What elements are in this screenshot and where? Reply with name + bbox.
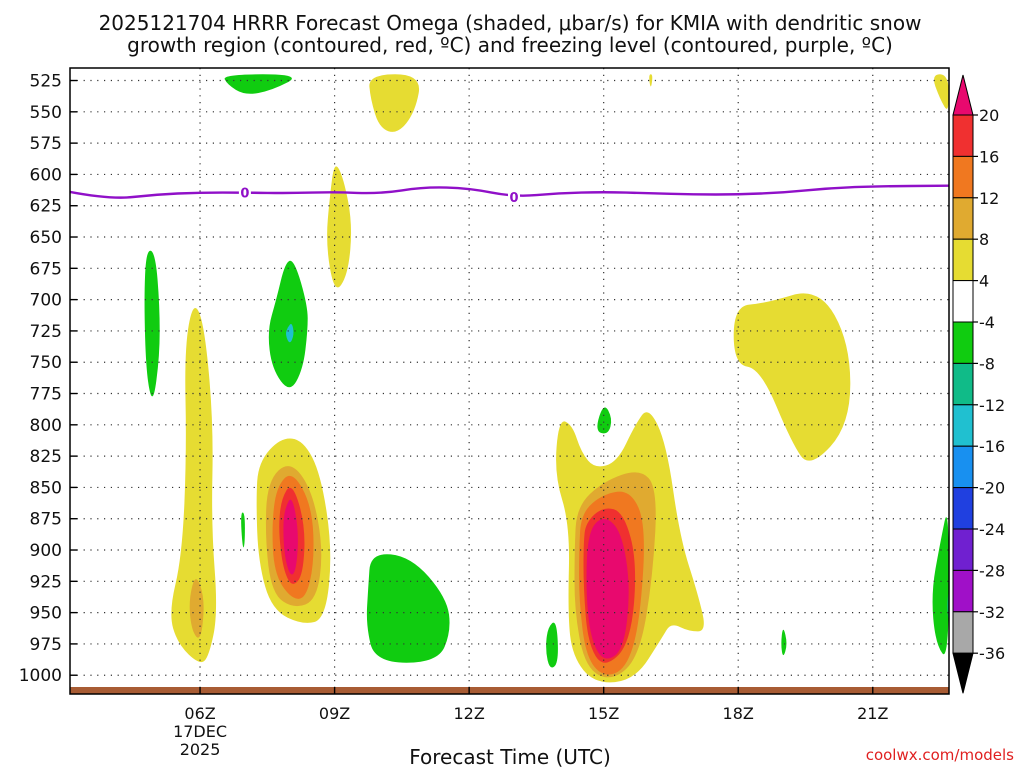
colorbar-swatch-9 xyxy=(952,445,974,489)
y-tick-label: 625 xyxy=(30,197,62,217)
y-tick-label: 725 xyxy=(30,322,62,342)
colorbar-swatch-13 xyxy=(952,611,974,654)
colorbar-label: -36 xyxy=(979,644,1005,663)
omega-pos-1600-upper xyxy=(649,74,653,87)
x-tick-label: 12Z xyxy=(453,704,484,723)
colorbar-swatch-3 xyxy=(952,197,974,240)
omega-neg-0800-core xyxy=(286,323,294,343)
y-tick-label: 850 xyxy=(30,478,62,498)
colorbar: 20 16 12 8 4 -4 -8 -12 -16 -20 -24 -28 -32 -36 xyxy=(952,74,1005,694)
y-tick-label: 825 xyxy=(30,447,62,467)
colorbar-label: -24 xyxy=(979,520,1005,539)
y-tick-label: 775 xyxy=(30,385,62,405)
chart-title-line-2: growth region (contoured, red, ºC) and f… xyxy=(127,33,893,57)
colorbar-bottom-arrow xyxy=(952,652,974,694)
x-tick-label: 18Z xyxy=(723,704,754,723)
omega-neg-1000-low xyxy=(366,554,450,663)
colorbar-label: -4 xyxy=(979,313,995,332)
colorbar-swatch-8 xyxy=(952,404,974,447)
freezing-label-bg-0 xyxy=(238,184,251,201)
freezing-level-label: 0 xyxy=(240,187,249,202)
y-axis: 525 550 575 600 625 650 675 700 725 750 775 800 825 8… xyxy=(19,72,77,686)
omega-pos-1500-core xyxy=(586,519,629,659)
freezing-level-line xyxy=(69,184,950,199)
y-tick-label: 650 xyxy=(30,228,62,248)
colorbar-label: -32 xyxy=(979,603,1005,622)
omega-pos-0600-column xyxy=(171,307,217,663)
x-tick-label: 06Z xyxy=(184,704,215,723)
colorbar-swatch-10 xyxy=(952,487,974,530)
colorbar-swatch-2 xyxy=(952,155,974,199)
omega-neg-1900-low xyxy=(781,629,787,656)
omega-neg-0500-mid xyxy=(144,250,160,397)
y-tick-label: 950 xyxy=(30,604,62,624)
y-tick-label: 525 xyxy=(30,72,62,92)
y-tick-label: 975 xyxy=(30,635,62,655)
credit-link[interactable]: coolwx.com/models xyxy=(866,746,1014,764)
plot-border xyxy=(69,67,950,695)
colorbar-top-arrow xyxy=(952,74,974,116)
colorbar-label: -20 xyxy=(979,479,1005,498)
omega-neg-1400-low xyxy=(546,622,558,668)
colorbar-label: 12 xyxy=(979,189,999,208)
plot-frame xyxy=(69,67,950,695)
ground-layer xyxy=(70,687,949,694)
omega-neg-0700-upper xyxy=(224,74,292,94)
colorbar-swatch-6 xyxy=(952,321,974,364)
omega-pos-1800-mid xyxy=(733,293,851,461)
colorbar-label: -28 xyxy=(979,561,1005,580)
colorbar-label: 8 xyxy=(979,230,989,249)
x-tick-label: 09Z xyxy=(319,704,350,723)
y-tick-label: 900 xyxy=(30,541,62,561)
omega-pos-1000-upper xyxy=(369,74,420,132)
x-tick-label: 21Z xyxy=(857,704,888,723)
y-tick-label: 925 xyxy=(30,572,62,592)
x-tick-date-label: 17DEC xyxy=(173,722,227,741)
colorbar-swatch-1 xyxy=(952,114,974,157)
colorbar-label: -12 xyxy=(979,396,1005,415)
colorbar-label: -8 xyxy=(979,354,995,373)
y-tick-label: 750 xyxy=(30,353,62,373)
omega-neg-1500-mid xyxy=(597,407,612,434)
colorbar-label: 20 xyxy=(979,106,999,125)
colorbar-swatch-4 xyxy=(952,238,974,282)
omega-neg-0700-low xyxy=(241,512,245,548)
colorbar-swatch-7 xyxy=(952,362,974,406)
colorbar-label: 16 xyxy=(979,147,999,166)
x-axis-label: Forecast Time (UTC) xyxy=(409,745,611,768)
y-tick-label: 1000 xyxy=(19,666,62,686)
omega-neg-2200-low xyxy=(932,517,949,655)
colorbar-label: 4 xyxy=(979,272,989,291)
chart-title-line-1: 2025121704 HRRR Forecast Omega (shaded, … xyxy=(99,11,922,35)
colorbar-swatch-12 xyxy=(952,569,974,613)
y-tick-label: 675 xyxy=(30,259,62,279)
x-tick-label: 15Z xyxy=(588,704,619,723)
ground-strip xyxy=(70,687,949,694)
y-tick-label: 875 xyxy=(30,510,62,530)
omega-neg-0800-mid xyxy=(268,260,308,388)
y-tick-label: 600 xyxy=(30,165,62,185)
y-tick-label: 700 xyxy=(30,291,62,311)
y-tick-label: 800 xyxy=(30,416,62,436)
colorbar-label: -16 xyxy=(979,437,1005,456)
omega-pos-0800-core xyxy=(283,499,298,575)
omega-pos-2200-upper xyxy=(934,74,949,109)
y-tick-label: 575 xyxy=(30,134,62,154)
freezing-level-label: 0 xyxy=(509,191,518,206)
colorbar-swatch-11 xyxy=(952,528,974,571)
omega-pos-0900-upper xyxy=(327,166,352,288)
colorbar-swatch-5 xyxy=(952,280,974,323)
x-tick-year-label: 2025 xyxy=(180,740,221,759)
omega-pos-0600-core xyxy=(189,579,204,638)
freezing-label-bg-1 xyxy=(507,188,520,205)
grid-lines xyxy=(70,68,949,694)
y-tick-label: 550 xyxy=(30,103,62,123)
omega-shading xyxy=(144,74,949,683)
